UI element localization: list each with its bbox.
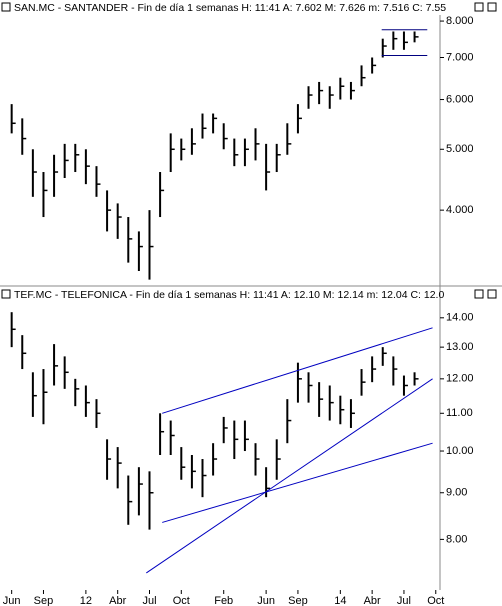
x-tick-label: Sep [34, 595, 54, 606]
x-tick-label: Jun [257, 595, 275, 606]
x-tick-label: Abr [364, 595, 381, 606]
y-tick-label: 8.00 [446, 533, 467, 545]
icon[interactable] [1, 2, 11, 12]
x-tick-label: 12 [80, 595, 92, 606]
y-tick-label: 9.00 [446, 487, 467, 499]
icon[interactable] [474, 289, 484, 299]
x-tick-label: Jul [397, 595, 411, 606]
y-tick-label: 10.00 [446, 445, 474, 457]
x-tick-label: 14 [334, 595, 346, 606]
x-tick-label: Sep [288, 595, 308, 606]
header: TEF.MC - TELEFONICA - Fin de día 1 seman… [14, 289, 444, 301]
x-tick-label: Oct [173, 595, 190, 606]
header: SAN.MC - SANTANDER - Fin de día 1 semana… [14, 2, 446, 14]
y-tick-label: 11.00 [446, 407, 473, 419]
panel-title: SAN.MC - SANTANDER - Fin de día 1 semana… [14, 2, 446, 14]
x-tick-label: Abr [109, 595, 126, 606]
trendline [146, 378, 433, 574]
icon[interactable] [487, 2, 497, 12]
x-tick-label: Jul [142, 595, 156, 606]
y-tick-label: 14.00 [446, 312, 474, 324]
y-tick-label: 5.000 [446, 143, 474, 155]
x-tick-label: Oct [427, 595, 444, 606]
trendline [162, 442, 433, 523]
icon[interactable] [474, 2, 484, 12]
y-tick-label: 12.00 [446, 373, 474, 385]
x-tick-label: Feb [214, 595, 233, 606]
y-tick-label: 4.000 [446, 204, 474, 216]
panel-title: TEF.MC - TELEFONICA - Fin de día 1 seman… [14, 289, 444, 301]
trendline [162, 327, 433, 414]
y-tick-label: 8.000 [446, 15, 474, 27]
icon[interactable] [1, 289, 11, 299]
y-tick-label: 13.00 [446, 341, 474, 353]
icon[interactable] [487, 289, 497, 299]
panel-icons[interactable] [1, 2, 497, 299]
y-tick-label: 7.000 [446, 51, 474, 63]
x-tick-label: Jun [3, 595, 21, 606]
y-tick-label: 6.000 [446, 93, 474, 105]
